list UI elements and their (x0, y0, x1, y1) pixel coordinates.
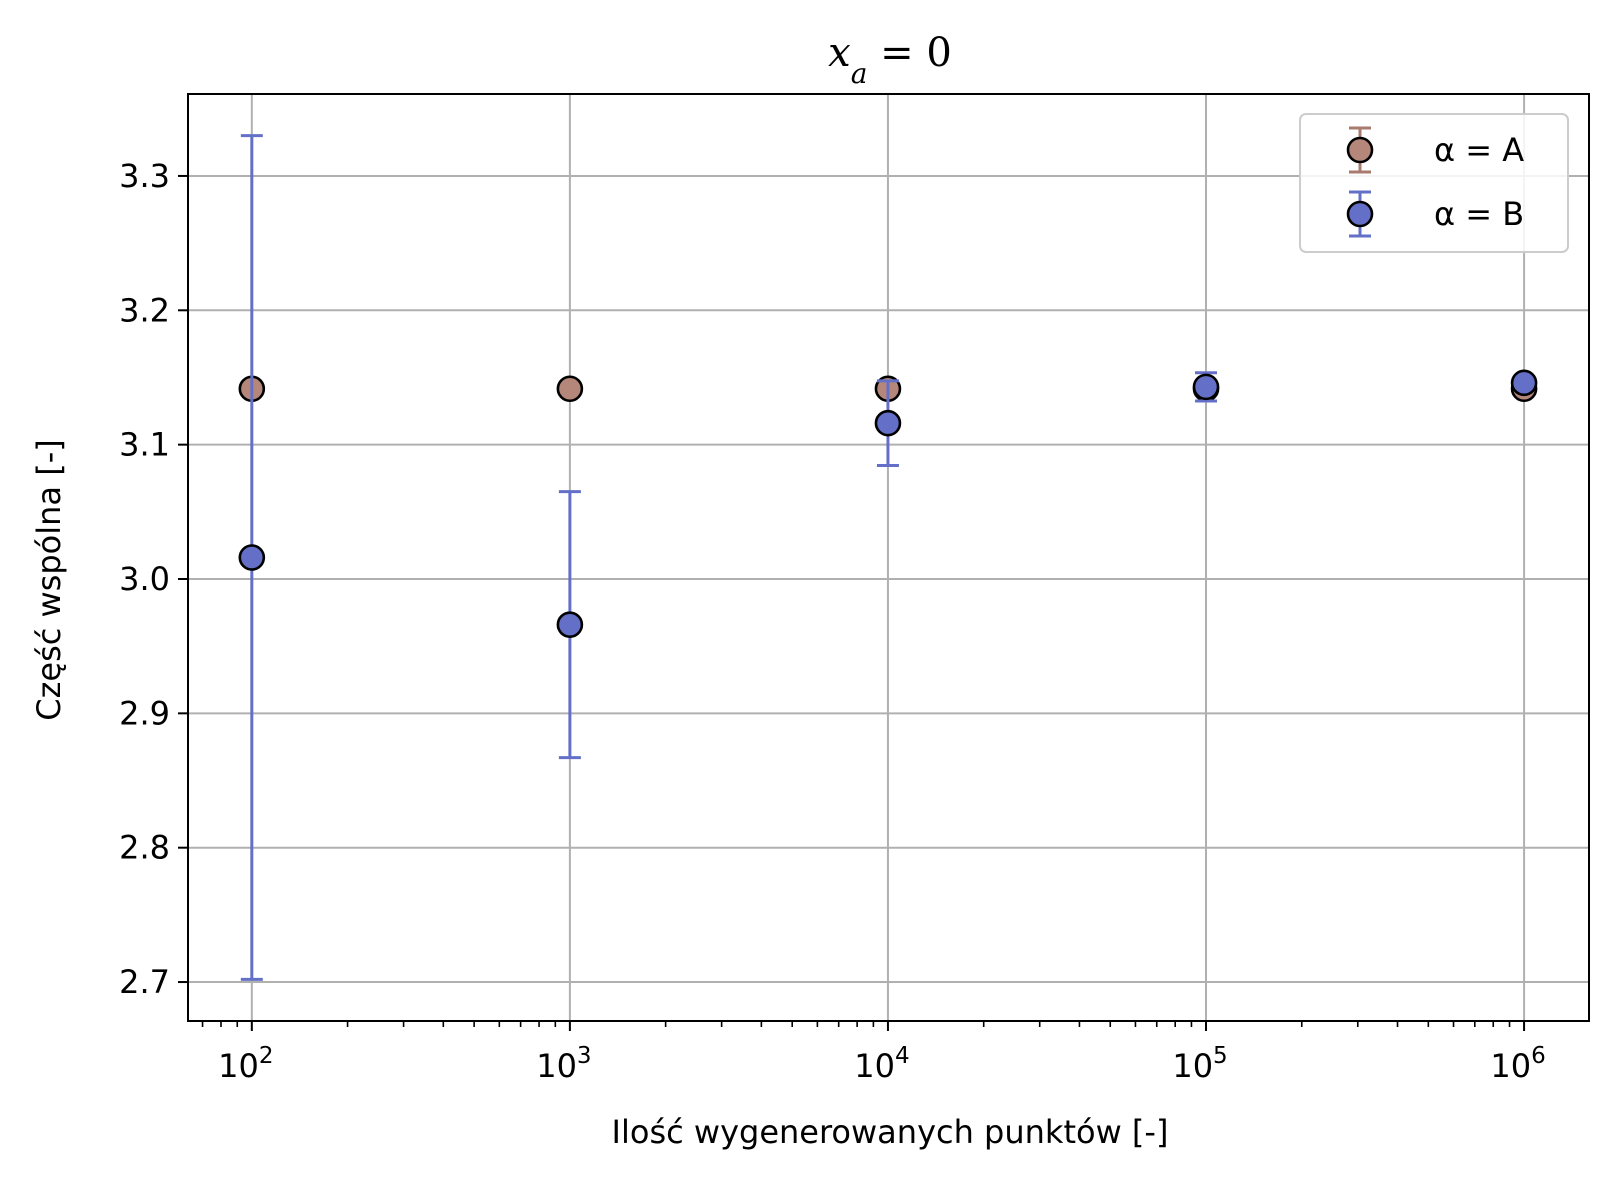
y-tick-label: 3.0 (119, 560, 170, 598)
data-point (238, 544, 266, 571)
data-point (1192, 373, 1220, 401)
data-point (1510, 369, 1538, 397)
series-b (238, 134, 1538, 981)
legend-item: α = B (1346, 190, 1524, 238)
x-tick-label: 102 (218, 1043, 273, 1085)
x-tick-label: 106 (1490, 1043, 1545, 1085)
legend-label: α = A (1434, 131, 1524, 169)
title-subscript: a (851, 57, 868, 90)
y-tick-label: 2.7 (119, 963, 170, 1001)
legend-item: α = A (1346, 126, 1524, 174)
data-point (556, 611, 584, 638)
y-tick-label: 2.9 (119, 694, 170, 732)
y-tick-label: 3.3 (119, 157, 170, 195)
data-point (874, 409, 902, 437)
title-rest: = 0 (867, 30, 951, 76)
legend-marker (1346, 200, 1374, 228)
series-layer (238, 134, 1538, 981)
legend: α = A α = B (1299, 113, 1569, 253)
x-tick-label: 104 (854, 1043, 909, 1085)
x-minor-ticks (201, 1021, 1511, 1027)
data-point (556, 375, 584, 403)
chart-title: xa = 0 (828, 30, 952, 90)
y-tick-label: 3.2 (119, 291, 170, 329)
title-variable: x (828, 30, 851, 76)
y-axis-label: Część wspólna [-] (30, 439, 68, 720)
y-tick-label: 3.1 (119, 426, 170, 464)
legend-label: α = B (1434, 195, 1524, 233)
y-tick-label: 2.8 (119, 829, 170, 867)
x-tick-label: 103 (536, 1043, 591, 1085)
ticks: 2.7 2.8 2.9 3.0 3.1 3.2 3.3 102 103 104 105 106 (119, 157, 1546, 1085)
x-axis-label: Ilość wygenerowanych punktów [-] (612, 1113, 1169, 1151)
x-tick-label: 105 (1172, 1043, 1227, 1085)
legend-marker (1346, 136, 1374, 164)
